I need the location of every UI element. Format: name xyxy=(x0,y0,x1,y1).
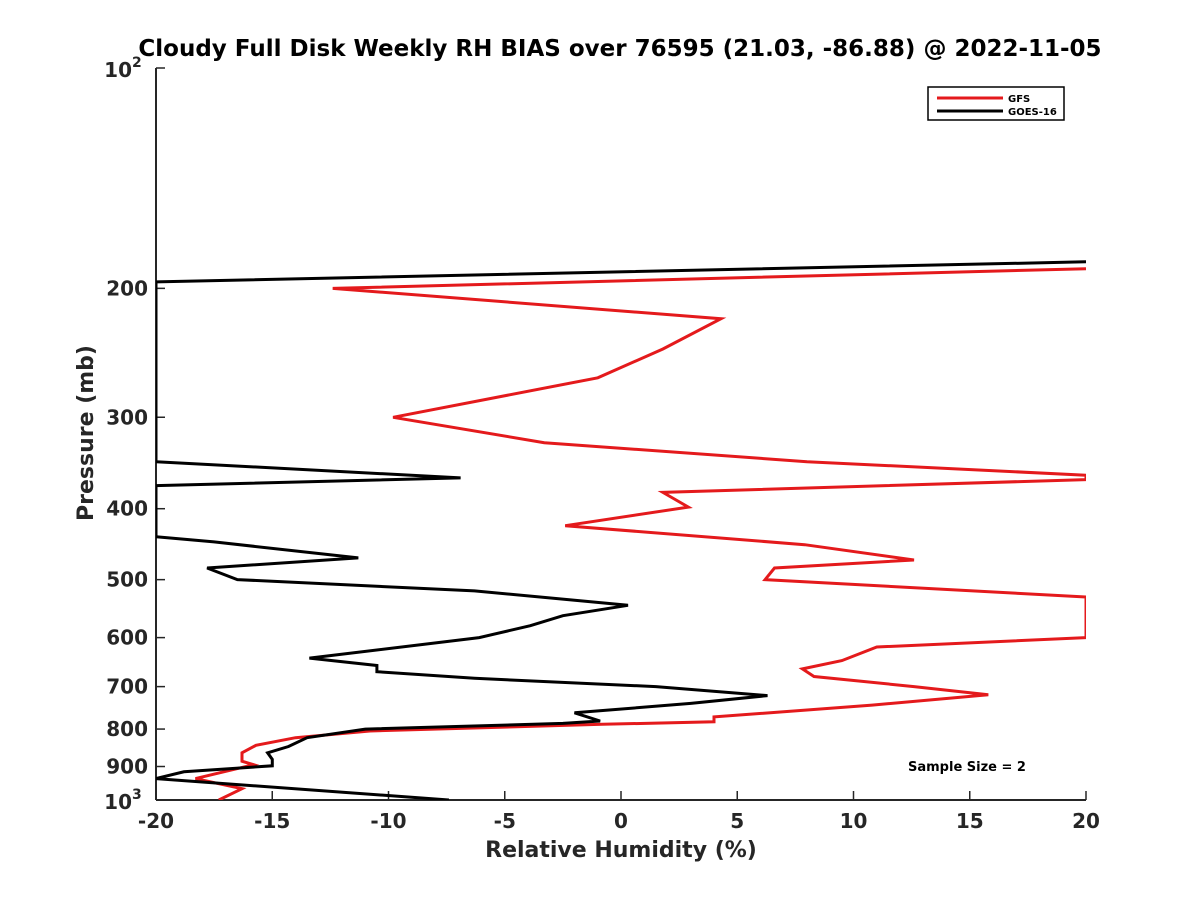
x-tick-label: -15 xyxy=(254,809,290,833)
y-tick-label: 300 xyxy=(106,405,148,429)
y-tick-label: 500 xyxy=(106,568,148,592)
chart-title: Cloudy Full Disk Weekly RH BIAS over 765… xyxy=(138,36,1101,62)
sample-size-annotation: Sample Size = 2 xyxy=(908,760,1026,775)
legend-label: GFS xyxy=(1008,94,1030,105)
y-tick-label: 900 xyxy=(106,755,148,779)
y-tick-label: 600 xyxy=(106,626,148,650)
y-tick-label: 10 xyxy=(104,58,132,82)
y-tick-exponent: 3 xyxy=(132,787,142,803)
legend: GFS GOES-16 xyxy=(927,86,1065,121)
y-tick-label: 400 xyxy=(106,497,148,521)
y-tick-label: 200 xyxy=(106,276,148,300)
x-tick-label: 10 xyxy=(840,809,868,833)
x-tick-label: 0 xyxy=(614,809,628,833)
series-layer xyxy=(156,260,1086,800)
x-tick-label: -5 xyxy=(494,809,516,833)
x-tick-label: -10 xyxy=(370,809,406,833)
series-line-gfs xyxy=(195,267,1086,800)
y-tick-exponent: 2 xyxy=(132,55,142,71)
x-tick-label: 5 xyxy=(730,809,744,833)
y-tick-label: 700 xyxy=(106,675,148,699)
legend-label: GOES-16 xyxy=(1008,107,1057,118)
y-tick-label: 10 xyxy=(104,790,132,814)
y-tick-label: 800 xyxy=(106,717,148,741)
x-tick-label: 20 xyxy=(1072,809,1100,833)
series-line-goes-16 xyxy=(156,260,1086,800)
x-tick-label: 15 xyxy=(956,809,984,833)
legend-box xyxy=(927,86,1065,121)
x-axis-label: Relative Humidity (%) xyxy=(485,838,757,863)
x-tick-label: -20 xyxy=(138,809,174,833)
y-axis-label: Pressure (mb) xyxy=(74,345,99,521)
